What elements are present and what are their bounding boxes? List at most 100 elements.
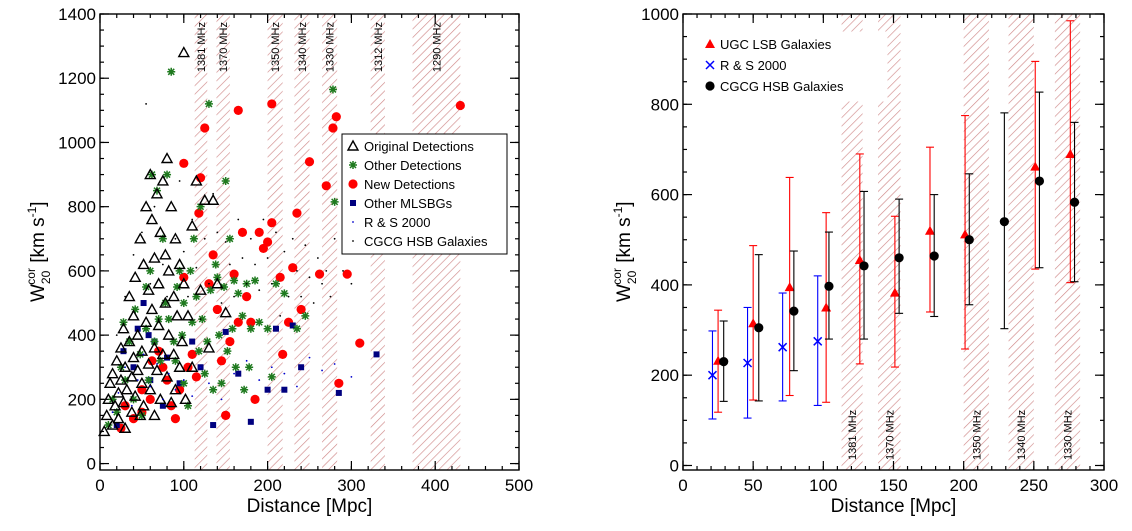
- data-point: [211, 277, 224, 289]
- data-point: [333, 237, 336, 240]
- data-point: [245, 363, 254, 372]
- data-point: [169, 232, 182, 244]
- data-point: [123, 290, 136, 302]
- data-point: [210, 422, 217, 429]
- data-point: [144, 376, 153, 385]
- data-point: [889, 287, 900, 297]
- data-point: [242, 291, 252, 302]
- data-point: [117, 392, 120, 394]
- data-point: [301, 311, 310, 320]
- data-point: [196, 202, 205, 211]
- data-point: [156, 347, 170, 360]
- data-point: [135, 344, 149, 356]
- data-point: [131, 305, 140, 314]
- data-point: [289, 322, 296, 329]
- data-point: [275, 272, 285, 282]
- data-point: [250, 394, 260, 404]
- data-point: [149, 282, 152, 285]
- data-point: [118, 360, 132, 372]
- rfi-band-label: 1381 MHz: [196, 22, 208, 72]
- data-point: [142, 324, 151, 333]
- data-point: [267, 99, 277, 109]
- data-point: [167, 290, 180, 302]
- data-point: [200, 123, 210, 133]
- data-point: [144, 168, 157, 180]
- data-point: [175, 335, 189, 347]
- data-point: [159, 296, 172, 308]
- y-tick-label: 600: [68, 262, 96, 281]
- data-point: [231, 363, 240, 372]
- data-point: [100, 408, 113, 421]
- data-point: [267, 218, 277, 228]
- data-point: [186, 266, 195, 275]
- data-point: [743, 358, 753, 368]
- data-point: [314, 269, 325, 279]
- data-point: [216, 231, 219, 234]
- legend-marker: [349, 161, 357, 169]
- data-point: [195, 266, 198, 269]
- data-point: [108, 395, 117, 404]
- rfi-band-1370-mhz: [216, 14, 230, 470]
- data-point: [271, 279, 280, 288]
- data-point: [247, 418, 254, 425]
- data-point: [185, 360, 199, 372]
- data-point: [173, 258, 186, 270]
- x-tick-label: 100: [809, 476, 837, 495]
- data-point: [154, 225, 167, 238]
- data-point: [149, 385, 152, 388]
- data-point: [789, 306, 799, 316]
- legend-marker: [705, 81, 715, 91]
- data-point: [325, 270, 328, 272]
- legend-label: New Detections: [364, 177, 456, 192]
- x-tick-label: 0: [95, 476, 104, 495]
- data-point: [270, 282, 273, 285]
- data-point: [113, 422, 120, 429]
- data-point: [924, 225, 935, 235]
- data-point: [719, 357, 729, 367]
- x-tick-label: 250: [1020, 476, 1048, 495]
- data-point: [164, 315, 173, 324]
- data-point: [125, 370, 139, 382]
- data-point: [316, 257, 319, 259]
- data-point: [206, 286, 215, 295]
- rfi-band-1340-mhz: [1008, 14, 1034, 470]
- data-point: [821, 302, 832, 312]
- data-point: [134, 232, 147, 244]
- legend-label: CGCG HSB Galaxies: [364, 234, 488, 249]
- data-point: [254, 227, 264, 237]
- series-r-s-2000: [707, 275, 823, 420]
- data-point: [157, 318, 160, 320]
- data-point: [321, 181, 331, 191]
- rfi-band-1330-mhz: [322, 14, 338, 470]
- data-point: [187, 349, 197, 359]
- data-point: [281, 386, 288, 393]
- data-point: [258, 289, 261, 292]
- data-point: [203, 337, 212, 346]
- data-point: [132, 253, 135, 256]
- y-tick-label: 400: [651, 276, 679, 295]
- data-point: [178, 180, 181, 182]
- data-point: [127, 351, 140, 363]
- data-point: [312, 302, 315, 304]
- data-point: [137, 411, 146, 420]
- data-point: [1065, 148, 1076, 158]
- data-point: [156, 356, 165, 365]
- data-point: [373, 351, 380, 358]
- data-point: [321, 282, 323, 285]
- data-point: [335, 389, 342, 396]
- data-point: [296, 385, 298, 388]
- data-point: [707, 370, 718, 380]
- legend-marker: [705, 60, 715, 70]
- data-point: [223, 347, 232, 356]
- data-point: [123, 335, 136, 347]
- data-point: [173, 360, 186, 372]
- data-point: [254, 263, 256, 266]
- data-point: [114, 373, 128, 385]
- y-tick-label: 1000: [641, 5, 679, 24]
- data-point: [298, 364, 305, 371]
- data-point: [246, 324, 255, 333]
- data-point: [162, 328, 175, 340]
- data-point: [142, 357, 155, 369]
- data-point: [330, 197, 339, 206]
- data-point: [220, 282, 229, 291]
